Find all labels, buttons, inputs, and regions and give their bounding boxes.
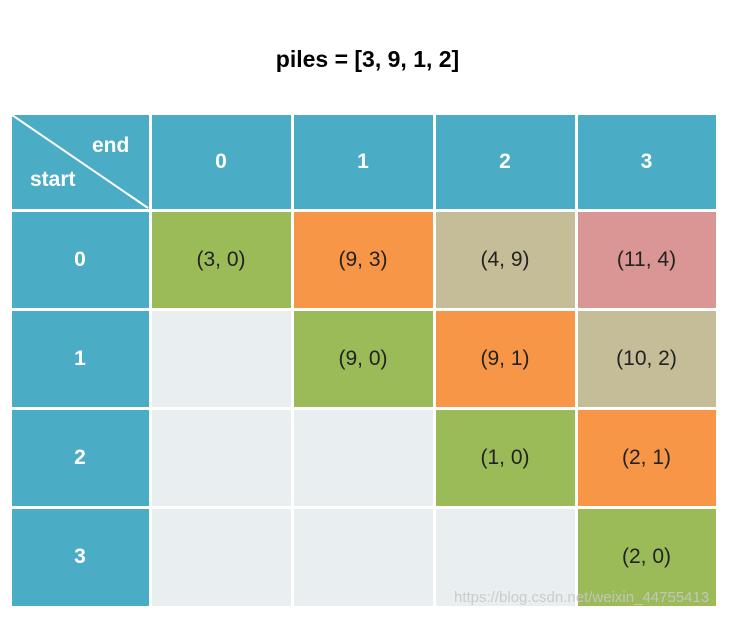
empty-cell [293, 508, 433, 606]
empty-cell [293, 409, 433, 506]
empty-cell [151, 508, 291, 606]
state-cell: (2, 0) [577, 508, 716, 606]
empty-cell [151, 409, 291, 506]
empty-cell [151, 310, 291, 407]
row-header: 1 [11, 310, 149, 407]
column-header: 0 [151, 114, 291, 209]
state-cell: (9, 3) [293, 211, 433, 308]
state-cell: (11, 4) [577, 211, 716, 308]
state-cell: (10, 2) [577, 310, 716, 407]
state-cell: (3, 0) [151, 211, 291, 308]
corner-row-label: start [30, 168, 76, 191]
title: piles = [3, 9, 1, 2] [275, 46, 460, 72]
empty-cell [435, 508, 575, 606]
watermark: https://blog.csdn.net/weixin_44755413 [454, 589, 710, 606]
column-header: 2 [435, 114, 575, 209]
state-cell: (4, 9) [435, 211, 575, 308]
row-header: 0 [11, 211, 149, 308]
row-header: 2 [11, 409, 149, 506]
state-cell: (9, 0) [293, 310, 433, 407]
row-header: 3 [11, 508, 149, 606]
column-header: 3 [577, 114, 716, 209]
state-cell: (2, 1) [577, 409, 716, 506]
state-cell: (9, 1) [435, 310, 575, 407]
column-header: 1 [293, 114, 433, 209]
corner-column-label: end [92, 134, 130, 157]
state-cell: (1, 0) [435, 409, 575, 506]
